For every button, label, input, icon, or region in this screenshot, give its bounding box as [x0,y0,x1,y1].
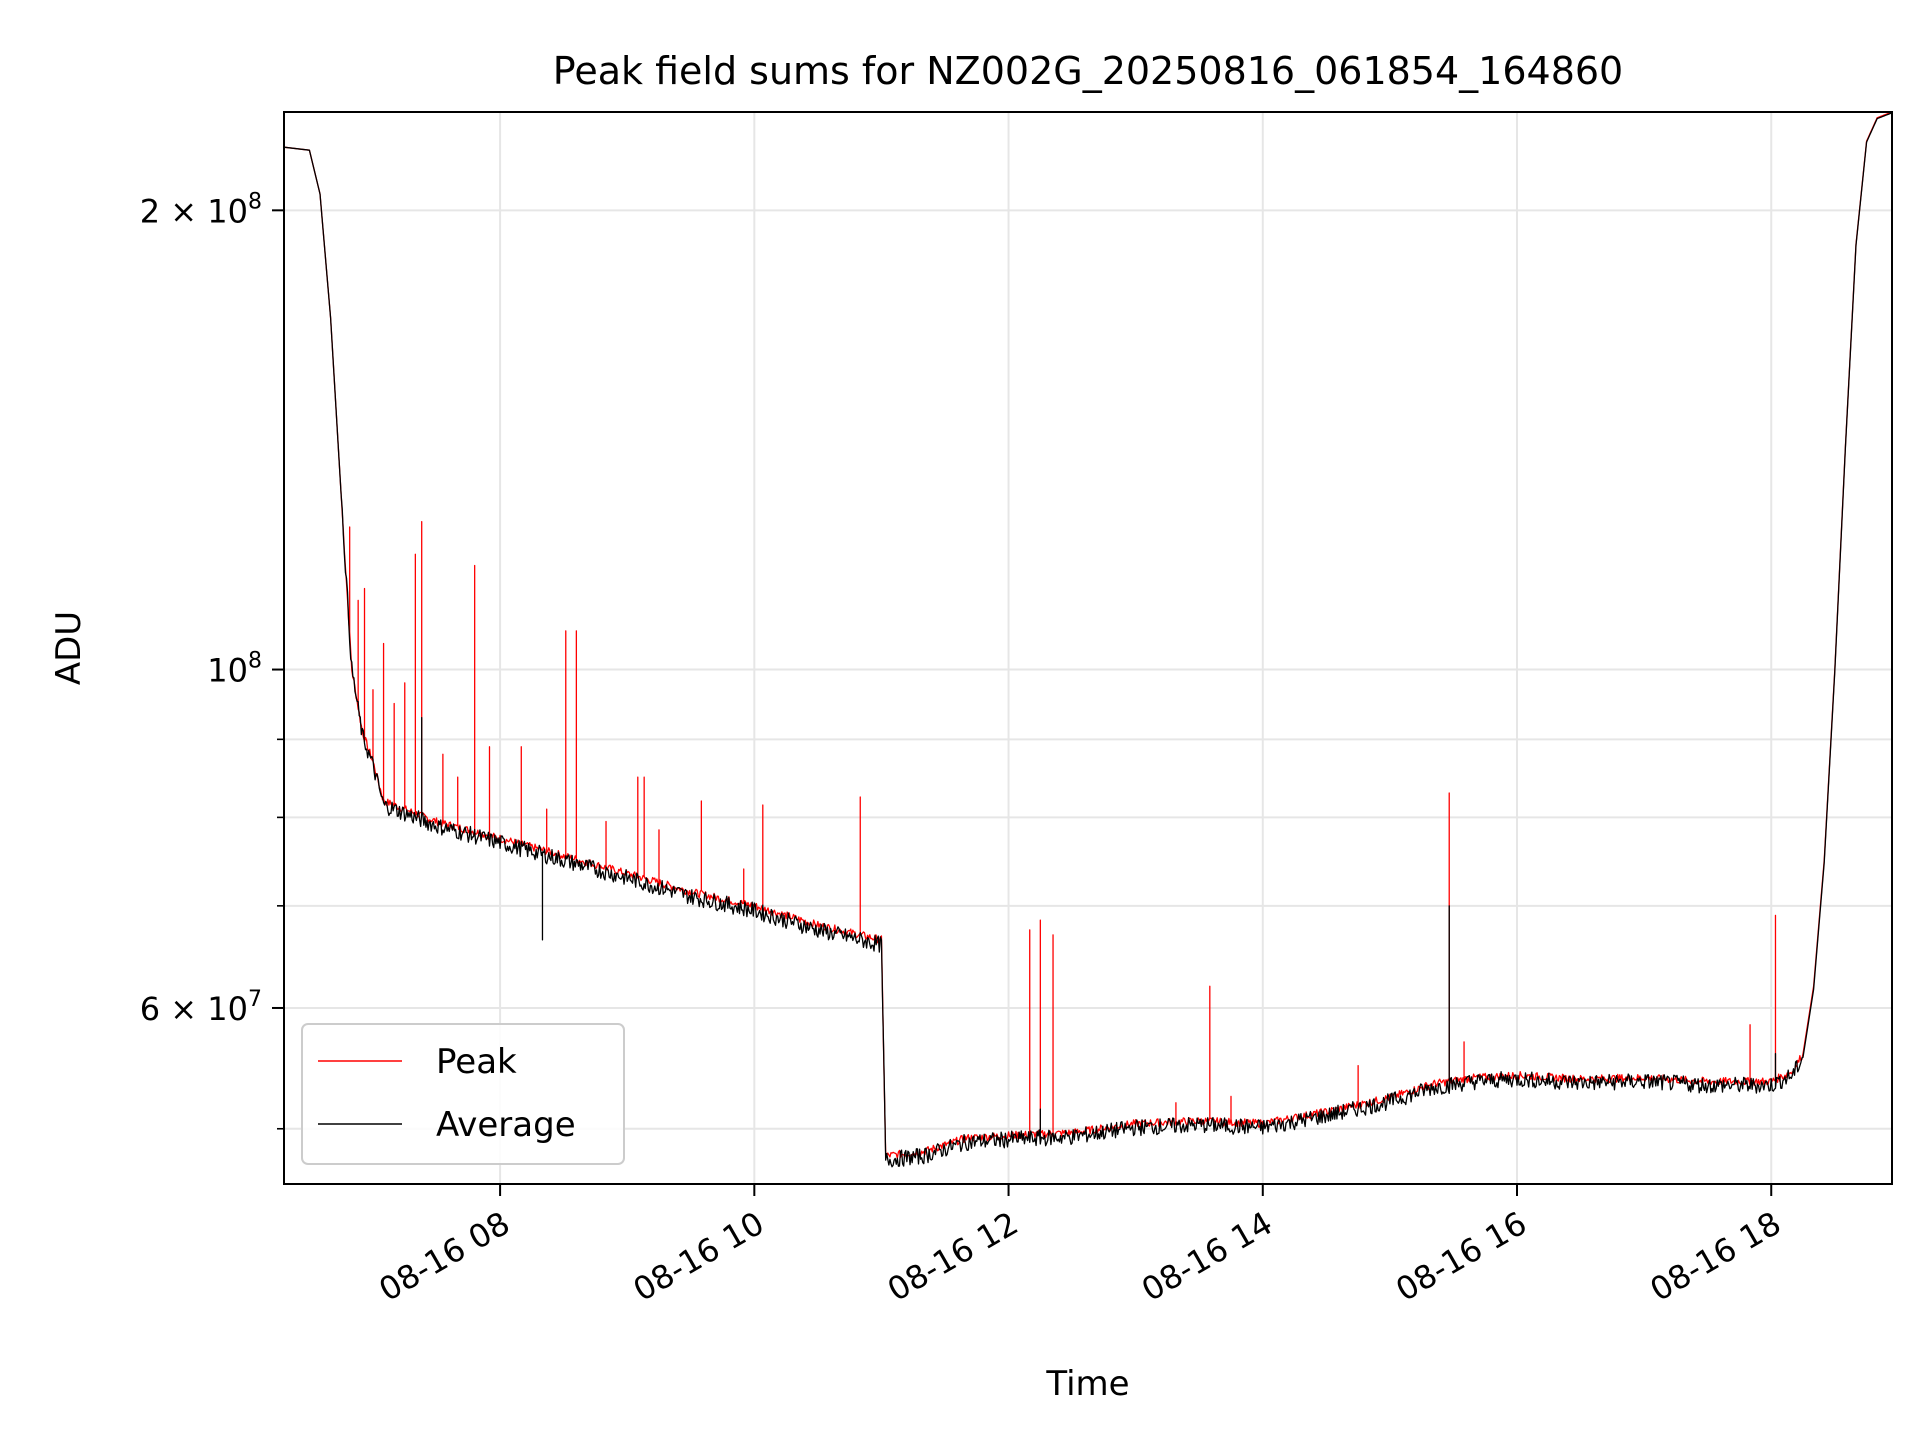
series-line-average [283,112,1893,1168]
legend-box [301,1023,625,1165]
legend-label-peak: Peak [436,1042,517,1082]
y-tick-label: 6 × 107 [140,987,262,1028]
legend: Peak Average [301,1023,625,1165]
y-axis: 6 × 107 108 2 × 108 [140,189,284,1130]
legend-label-average: Average [436,1105,576,1145]
grid [284,112,1892,1184]
plot-area [283,111,1893,1168]
x-axis-label: Time [1045,1364,1129,1404]
plot-frame [283,111,1893,1185]
y-tick-label: 108 [207,649,262,690]
y-axis-label: ADU [49,611,89,685]
y-tick-label: 2 × 108 [140,189,262,230]
chart-title: Peak field sums for NZ002G_20250816_0618… [553,49,1623,93]
